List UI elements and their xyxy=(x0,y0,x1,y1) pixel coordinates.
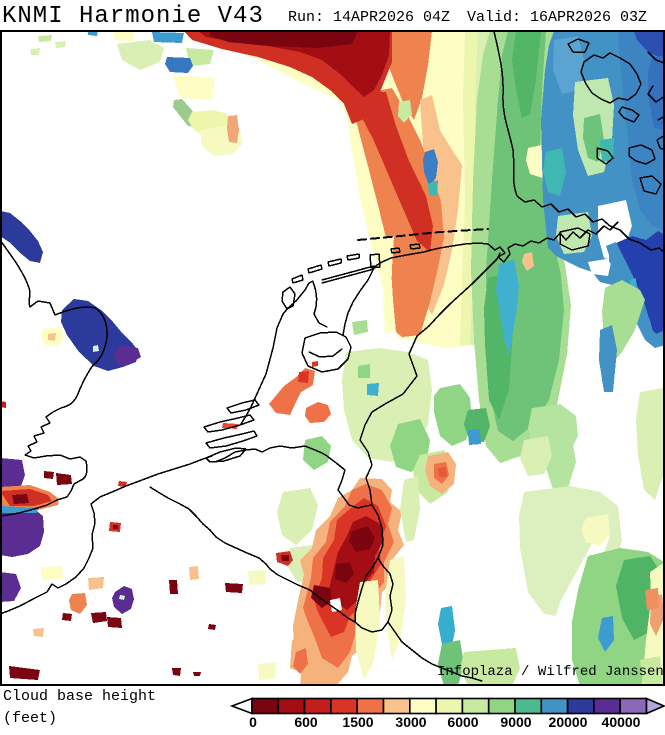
svg-text:Infoplaza / Wilfred Janssen: Infoplaza / Wilfred Janssen xyxy=(437,664,664,680)
